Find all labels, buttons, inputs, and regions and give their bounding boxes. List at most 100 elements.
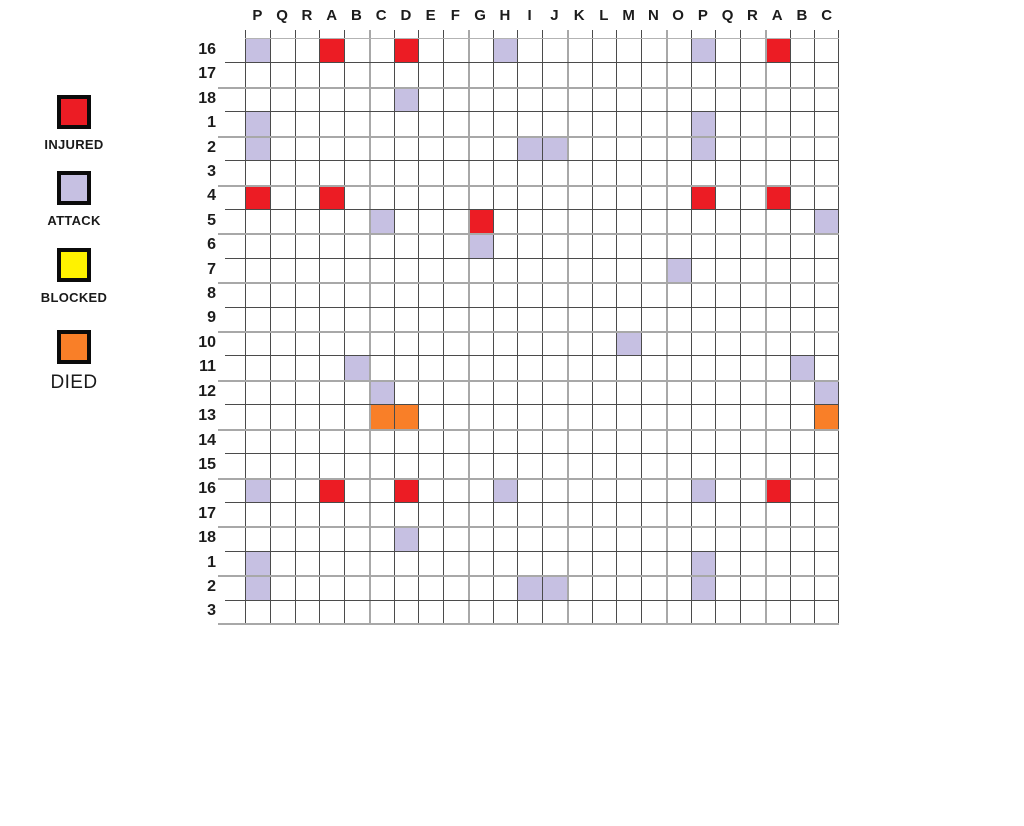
cell-died	[393, 404, 419, 429]
row-label: 7	[207, 260, 216, 278]
legend-swatch-died	[57, 330, 91, 364]
grid-line	[218, 135, 839, 138]
grid-line	[368, 30, 371, 624]
grid-line	[764, 30, 767, 624]
cell-injured	[245, 184, 270, 209]
row-label: 4	[207, 187, 216, 205]
grid-line	[245, 38, 839, 39]
cell-attack	[517, 135, 542, 161]
legend-label: DIED	[50, 372, 98, 393]
cell-attack	[616, 331, 641, 356]
cell-attack	[690, 477, 716, 502]
column-label: G	[474, 7, 486, 24]
grid-line	[665, 30, 668, 624]
column-label: P	[697, 7, 708, 24]
grid-line	[225, 599, 839, 601]
row-label: 17	[198, 65, 216, 83]
grid-line	[566, 30, 569, 624]
grid-line	[467, 30, 470, 624]
column-label: M	[622, 7, 635, 24]
cell-attack	[814, 379, 839, 405]
column-label: B	[796, 7, 808, 24]
column-label: C	[821, 7, 833, 24]
row-label: 3	[207, 602, 216, 620]
column-label: Q	[276, 7, 288, 24]
cell-attack	[245, 38, 270, 63]
row-label: 17	[198, 504, 216, 522]
cell-injured	[319, 184, 344, 209]
column-label: N	[647, 7, 659, 24]
grid-line	[542, 30, 543, 624]
cell-died	[814, 404, 839, 429]
grid-line	[218, 623, 839, 625]
grid-line	[814, 30, 816, 624]
column-label: A	[326, 7, 338, 24]
grid-line	[294, 30, 296, 624]
grid	[218, 30, 839, 625]
grid-line	[218, 282, 839, 285]
column-label: H	[499, 7, 511, 24]
cell-attack	[517, 575, 542, 600]
row-label: 16	[198, 41, 216, 58]
column-label: O	[672, 7, 684, 24]
cell-attack	[393, 526, 419, 551]
cell-injured	[393, 38, 419, 63]
grid-line	[245, 30, 246, 624]
grid-line	[225, 257, 839, 259]
grid-line	[218, 331, 839, 333]
row-label: 13	[198, 407, 216, 425]
row-label: 1	[207, 114, 216, 132]
row-label: 18	[198, 89, 216, 107]
grid-line	[225, 404, 839, 406]
grid-line	[591, 30, 593, 624]
cell-injured	[319, 477, 344, 502]
cell-injured	[764, 184, 790, 209]
row-label: 5	[207, 211, 216, 229]
column-label: K	[573, 7, 585, 24]
cell-attack	[245, 575, 270, 600]
grid-line	[344, 30, 345, 624]
grid-line	[225, 111, 839, 113]
column-label: E	[425, 7, 436, 24]
grid-line	[218, 526, 839, 529]
column-label: R	[301, 7, 313, 24]
row-label: 8	[207, 285, 216, 303]
row-label: 18	[198, 529, 216, 547]
grid-line	[517, 30, 519, 624]
row-label: 1	[207, 553, 216, 571]
cell-attack	[690, 135, 716, 161]
cell-injured	[467, 208, 493, 234]
grid-line	[225, 453, 839, 455]
column-label: D	[400, 7, 412, 24]
grid-line	[225, 550, 839, 552]
row-label: 2	[207, 138, 216, 156]
row-label: 2	[207, 577, 216, 595]
legend-label: INJURED	[44, 137, 104, 152]
cell-injured	[319, 38, 344, 63]
grid-line	[218, 379, 839, 382]
cell-attack	[368, 208, 394, 234]
grid-line	[616, 30, 618, 624]
cell-injured	[764, 38, 790, 63]
cell-attack	[690, 550, 716, 576]
grid-line	[218, 477, 839, 480]
grid-line	[218, 86, 839, 89]
grid-line	[225, 355, 839, 357]
legend-label: ATTACK	[47, 213, 101, 228]
grid-line	[740, 30, 741, 624]
cell-attack	[368, 379, 394, 405]
column-label: F	[450, 7, 460, 24]
row-label: 9	[207, 309, 216, 327]
cell-attack	[245, 477, 270, 502]
row-label: 16	[198, 480, 216, 498]
grid-line	[319, 30, 321, 624]
cell-attack	[467, 233, 493, 258]
column-label: C	[375, 7, 387, 24]
grid-line	[838, 30, 839, 624]
cell-attack	[542, 135, 567, 161]
grid-line	[393, 30, 395, 624]
grid-line	[789, 30, 791, 624]
column-label: J	[550, 7, 559, 24]
